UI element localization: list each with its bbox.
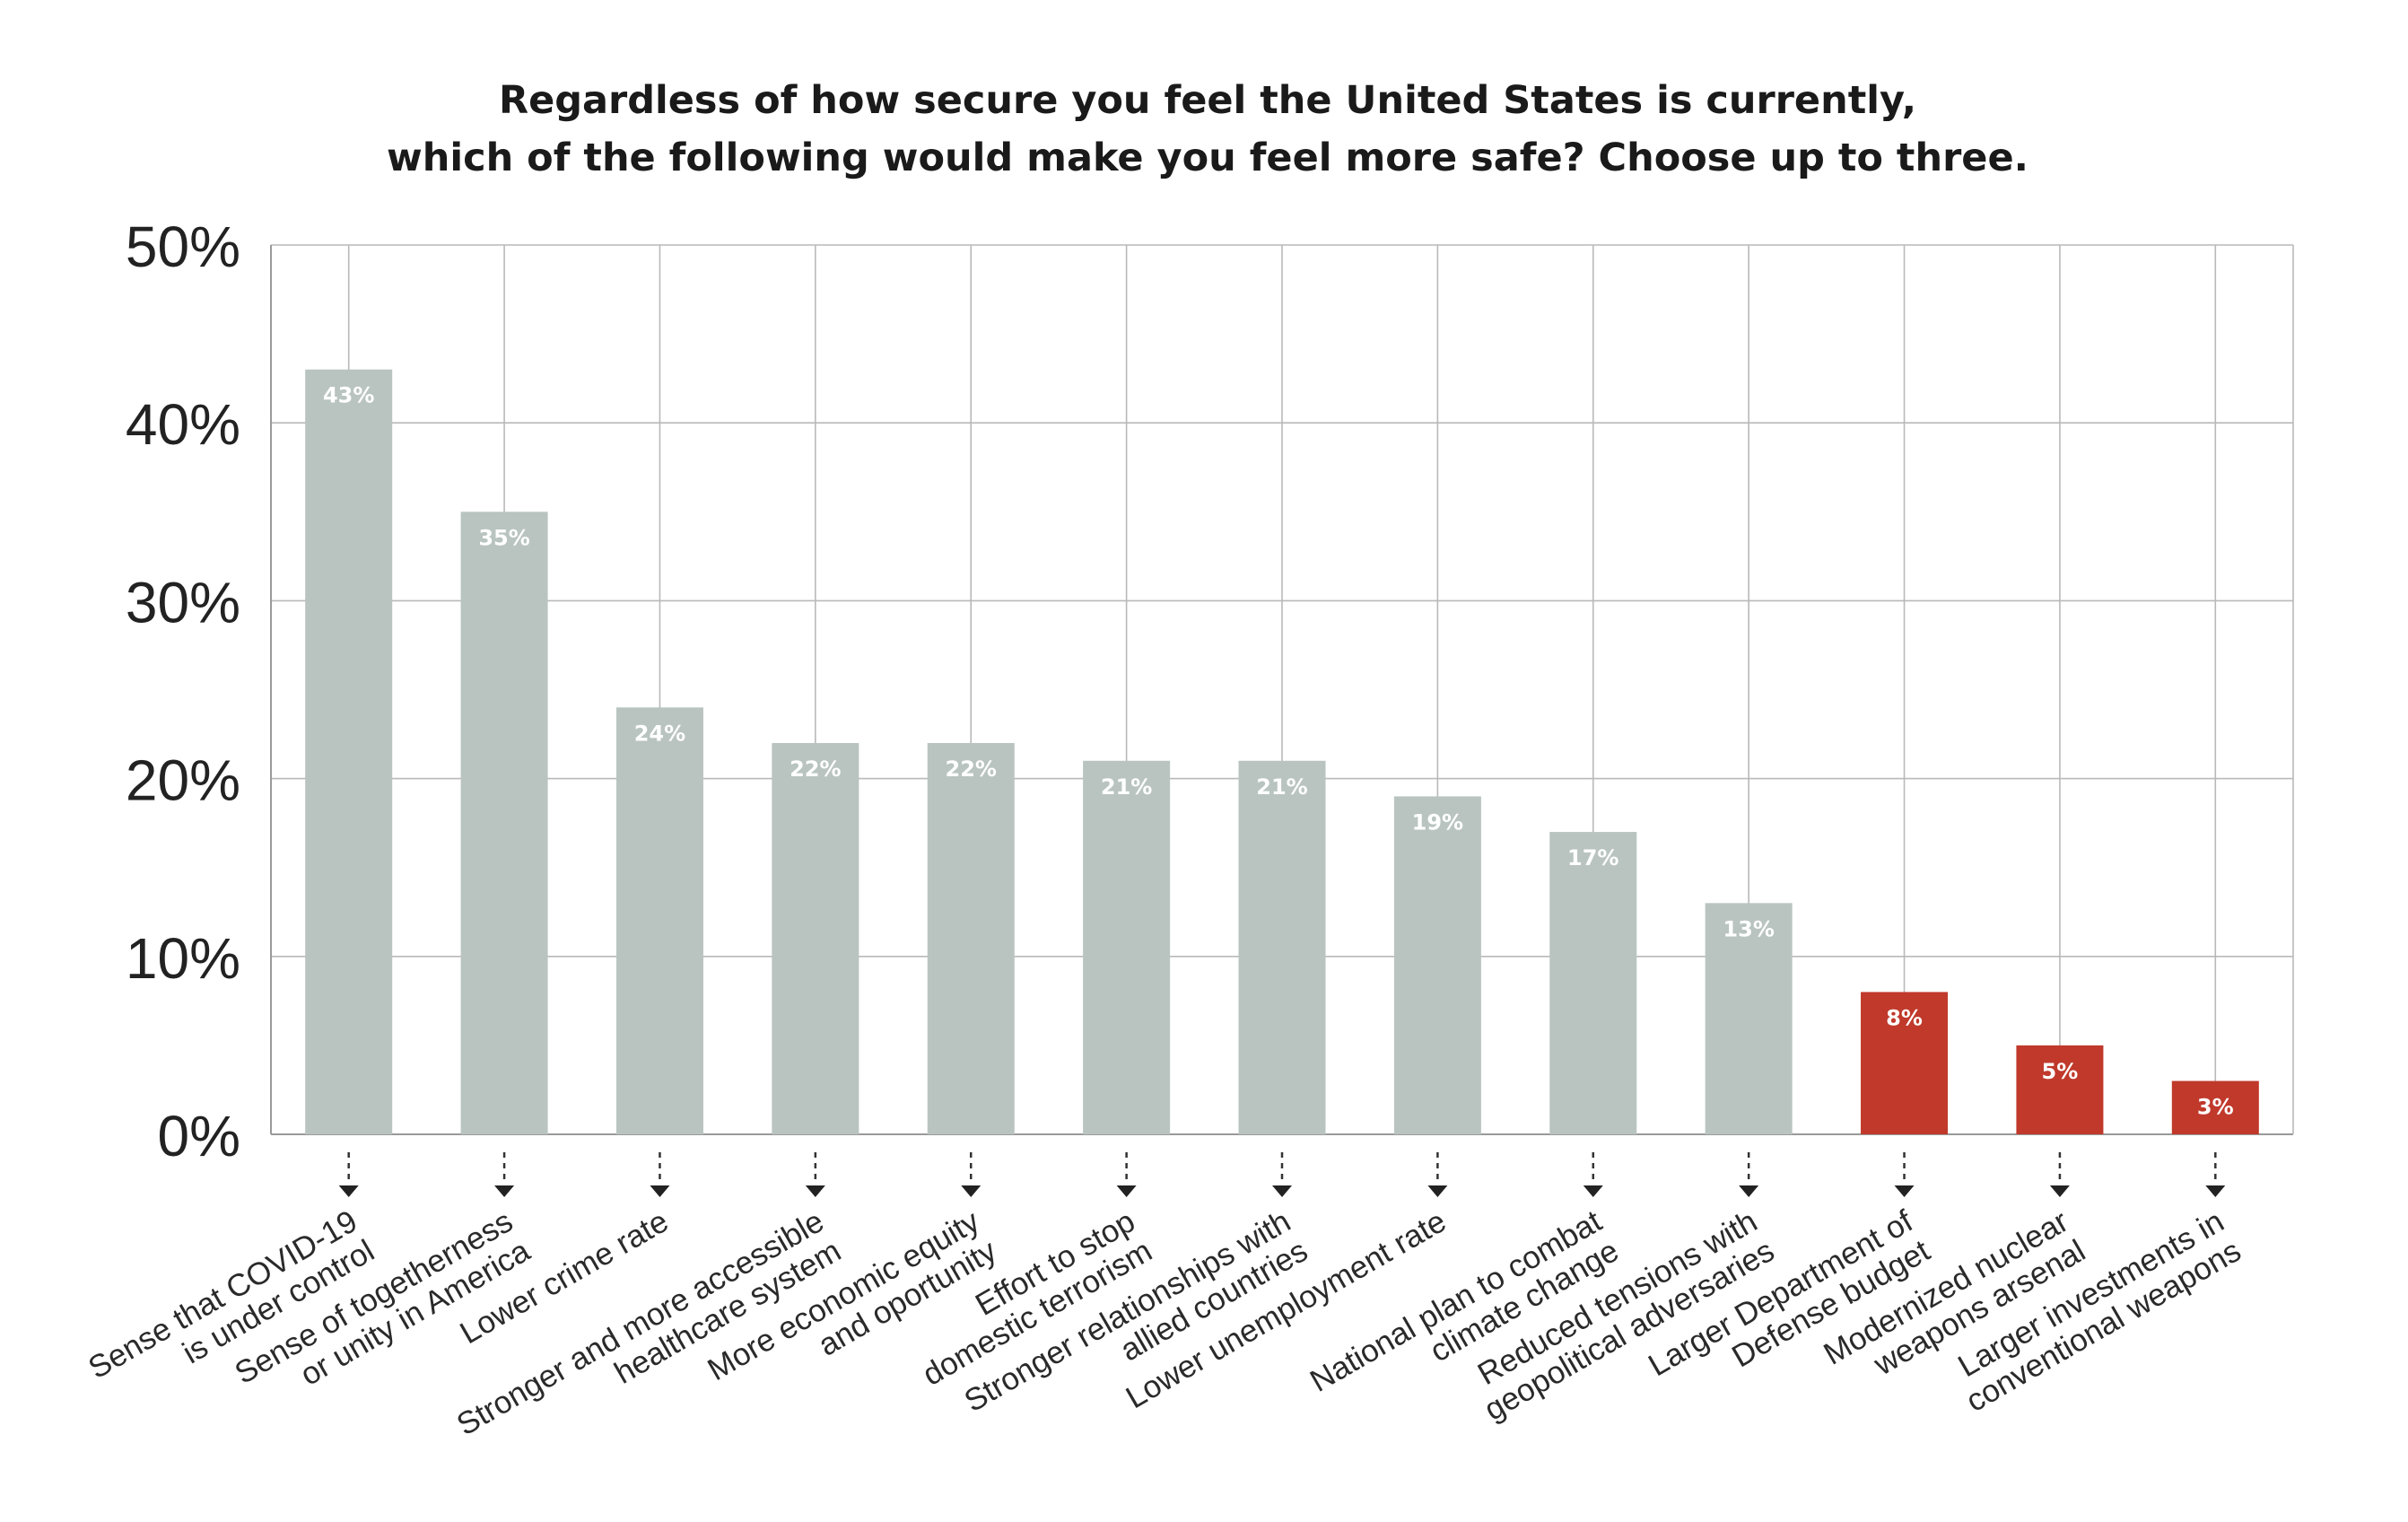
bar-value-label: 13% — [1723, 916, 1774, 941]
arrowhead-down-icon — [2049, 1185, 2070, 1197]
bar-value-label: 3% — [2197, 1095, 2234, 1120]
bar — [1393, 796, 1481, 1134]
bar-value-label: 17% — [1567, 845, 1618, 870]
y-tick-label: 50% — [126, 214, 240, 279]
arrowhead-down-icon — [494, 1185, 515, 1197]
arrowhead-down-icon — [1272, 1185, 1292, 1197]
bar-value-label: 43% — [323, 383, 374, 408]
arrowhead-down-icon — [961, 1185, 982, 1197]
y-tick-label: 40% — [126, 392, 240, 457]
bar — [772, 742, 859, 1134]
bar — [460, 512, 548, 1134]
bar — [1083, 760, 1171, 1134]
bar — [2171, 1080, 2259, 1134]
bar-value-label: 22% — [790, 757, 841, 782]
bar — [2016, 1045, 2104, 1134]
bar — [927, 742, 1015, 1134]
bar-value-label: 24% — [634, 721, 685, 746]
bar-value-label: 5% — [2042, 1059, 2079, 1084]
y-tick-label: 0% — [158, 1104, 241, 1168]
arrowhead-down-icon — [650, 1185, 670, 1197]
bar — [1238, 760, 1326, 1134]
arrowhead-down-icon — [1427, 1185, 1448, 1197]
chart-title-line-2: which of the following would make you fe… — [387, 136, 2028, 180]
y-tick-label: 30% — [126, 570, 240, 634]
chart-title-line-1: Regardless of how secure you feel the Un… — [499, 78, 1916, 123]
arrowhead-down-icon — [1739, 1185, 1759, 1197]
arrowhead-down-icon — [338, 1185, 359, 1197]
y-axis-ticks: 0% 10% 20% 30% 40% 50% — [126, 214, 240, 1168]
bar-value-label: 35% — [478, 525, 529, 550]
bar-value-label: 22% — [946, 757, 997, 782]
y-tick-label: 10% — [126, 926, 240, 991]
arrowhead-down-icon — [1894, 1185, 1915, 1197]
y-tick-label: 20% — [126, 748, 240, 813]
bars: 43% 35% 24% 22% 22% 21% 21% 19% 17% 13% 8% 5% 3% — [305, 369, 2259, 1134]
arrowhead-down-icon — [1116, 1185, 1137, 1197]
arrowhead-down-icon — [805, 1185, 825, 1197]
bar-value-label: 19% — [1412, 809, 1463, 835]
bar — [305, 369, 393, 1134]
bar — [615, 707, 703, 1134]
arrowhead-down-icon — [1583, 1185, 1603, 1197]
arrowhead-down-icon — [2205, 1185, 2226, 1197]
bar-value-label: 21% — [1256, 774, 1307, 800]
bar — [1705, 903, 1793, 1134]
bar — [1861, 992, 1949, 1134]
bar-value-label: 8% — [1886, 1005, 1923, 1030]
bar — [1549, 832, 1637, 1134]
bar-value-label: 21% — [1101, 774, 1152, 800]
